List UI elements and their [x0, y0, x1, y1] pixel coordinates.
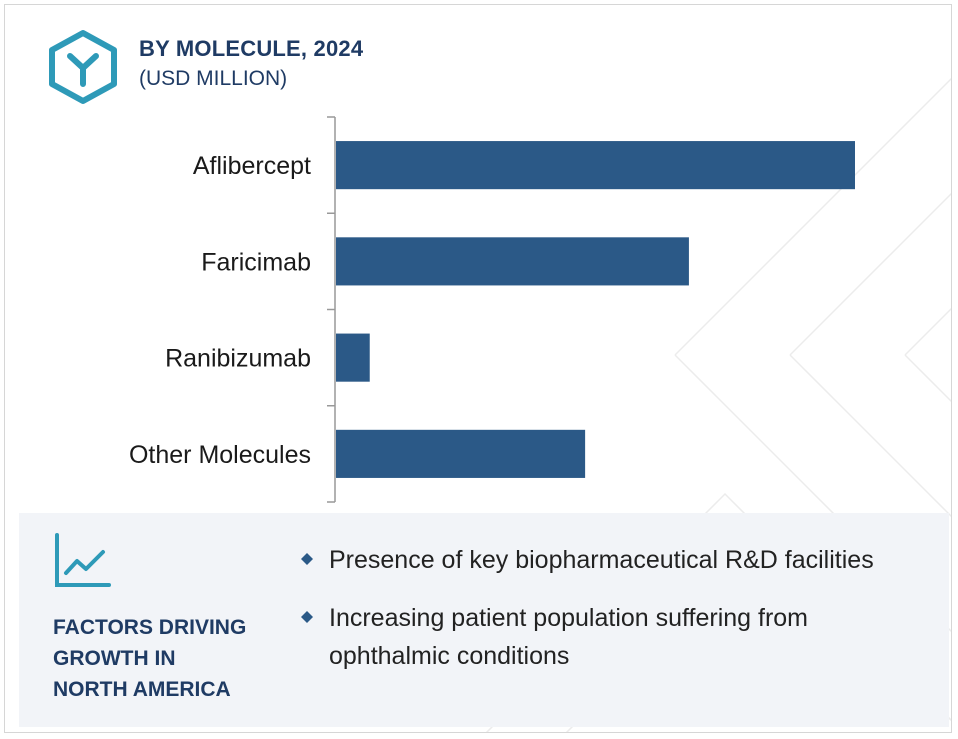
chart-title: BY MOLECULE, 2024 [139, 36, 364, 61]
category-labels-group: Aflibercept Faricimab Ranibizumab Other Mol… [129, 152, 311, 469]
diamond-bullet-icon [301, 611, 313, 623]
bar-chart: Aflibercept Faricimab Ranibizumab Other Mol… [129, 116, 855, 503]
category-label: Faricimab [201, 248, 311, 276]
factors-title-line: NORTH AMERICA [53, 678, 231, 701]
factor-item: Presence of key biopharmaceutical R&D fa… [301, 541, 921, 579]
diamond-bullet-icon [301, 553, 313, 565]
category-label: Aflibercept [193, 152, 311, 180]
bar-ranibizumab [336, 333, 370, 382]
factor-item: Increasing patient population suffering … [301, 599, 921, 675]
category-axis [327, 116, 336, 503]
bars-group [336, 141, 855, 478]
infographic-card: BY MOLECULE, 2024 (USD MILLION) Afliberc… [4, 4, 952, 733]
category-label: Ranibizumab [165, 345, 311, 373]
hexagon-y-icon [49, 30, 117, 104]
factors-title-line: FACTORS DRIVING [53, 616, 247, 639]
factor-item-text: Increasing patient population suffering … [329, 604, 809, 670]
category-label: Other Molecules [129, 441, 311, 469]
bar-faricimab [336, 237, 689, 286]
factors-list: Presence of key biopharmaceutical R&D fa… [301, 541, 921, 695]
factor-item-text: Presence of key biopharmaceutical R&D fa… [329, 546, 874, 574]
factors-title: FACTORS DRIVING GROWTH IN NORTH AMERICA [53, 612, 283, 705]
bar-other-molecules [336, 429, 586, 478]
factors-title-line: GROWTH IN [53, 647, 176, 670]
bar-aflibercept [336, 141, 855, 190]
chart-subtitle: (USD MILLION) [139, 67, 288, 90]
line-chart-icon [55, 533, 111, 587]
factors-panel: FACTORS DRIVING GROWTH IN NORTH AMERICA … [19, 513, 949, 727]
